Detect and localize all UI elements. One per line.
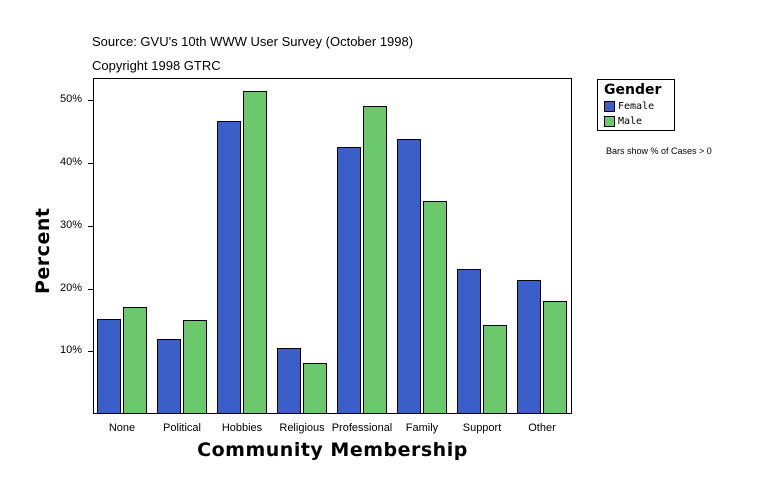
y-tick-mark	[88, 100, 93, 102]
x-tick-label: Hobbies	[221, 422, 263, 434]
y-tick-label: 10%	[59, 344, 82, 357]
bar-none-female	[97, 319, 121, 414]
bar-none-male	[123, 306, 147, 414]
copyright-text: Copyright 1998 GTRC	[92, 58, 221, 73]
y-axis-title: Percent	[32, 207, 54, 294]
bar-other-male	[543, 301, 567, 414]
x-tick-label: Support	[462, 422, 502, 434]
bar-other-female	[517, 279, 541, 414]
bar-political-female	[157, 338, 181, 414]
y-tick-label: 30%	[59, 218, 82, 231]
legend-label: Female	[618, 101, 655, 112]
bar-religious-female	[277, 348, 301, 414]
x-tick-label: Other	[528, 422, 556, 434]
bar-religious-male	[303, 363, 327, 414]
legend-item-female: Female	[604, 100, 654, 113]
y-tick-mark	[88, 288, 93, 290]
y-tick-mark	[88, 351, 93, 353]
bar-support-female	[457, 269, 481, 414]
x-axis-title: Community Membership	[197, 439, 468, 461]
male-swatch-icon	[604, 116, 615, 127]
y-tick-label: 40%	[59, 156, 82, 168]
bar-hobbies-female	[217, 120, 241, 414]
bar-family-female	[397, 139, 421, 414]
legend: Gender Female Male	[597, 79, 675, 131]
bar-support-male	[483, 324, 507, 414]
legend-title: Gender	[604, 82, 662, 98]
legend-label: Male	[618, 116, 643, 127]
bar-hobbies-male	[243, 90, 267, 414]
x-tick-label: Political	[163, 422, 201, 434]
y-tick-mark	[88, 163, 93, 164]
female-swatch-icon	[604, 101, 615, 112]
x-tick-label: Family	[405, 422, 439, 434]
bar-professional-female	[337, 147, 361, 414]
note-text: Bars show % of Cases > 0	[606, 146, 712, 156]
source-text: Source: GVU's 10th WWW User Survey (Octo…	[92, 34, 414, 49]
x-tick-label: Religious	[279, 422, 325, 434]
legend-item-male: Male	[604, 115, 642, 128]
y-tick-label: 20%	[59, 281, 82, 294]
y-tick-label: 50%	[59, 93, 82, 106]
bar-family-male	[423, 201, 447, 414]
x-tick-label: Professional	[331, 422, 393, 434]
bar-professional-male	[363, 105, 387, 414]
y-tick-mark	[88, 225, 93, 227]
x-tick-label: None	[108, 422, 136, 434]
bar-political-male	[183, 319, 207, 414]
